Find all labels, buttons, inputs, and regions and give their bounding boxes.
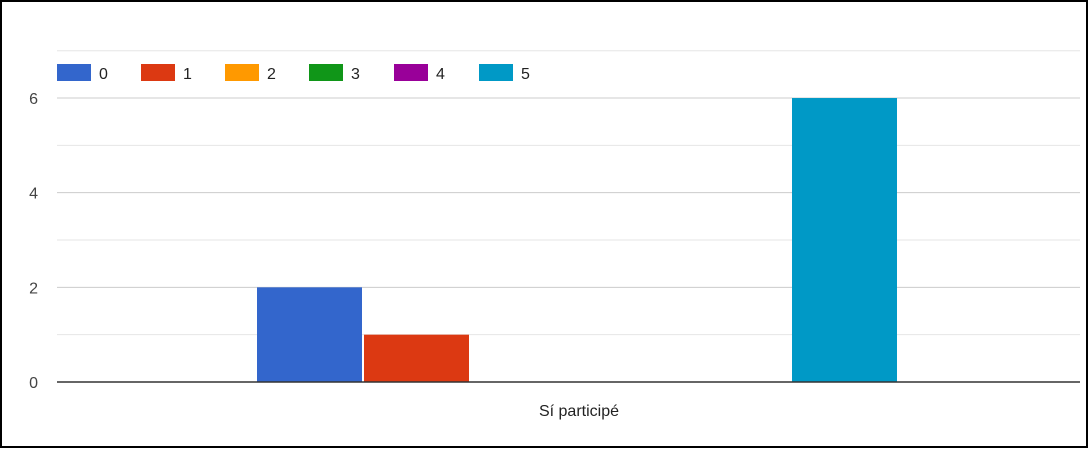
legend-item-4[interactable]: 4 [394,64,445,83]
x-category-label: Sí participé [539,403,619,420]
y-axis-ticks: 0 2 4 6 [29,91,38,392]
y-tick-label: 6 [29,91,38,108]
legend-item-3[interactable]: 3 [309,64,360,83]
y-tick-label: 2 [29,280,38,297]
gridlines [57,50,1080,336]
bar-series-0[interactable] [257,287,362,382]
legend-item-0[interactable]: 0 [57,64,108,83]
legend-label: 4 [436,66,445,83]
legend-label: 2 [267,66,276,83]
legend-item-1[interactable]: 1 [141,64,192,83]
legend-label: 1 [183,66,192,83]
legend-swatch [57,64,91,81]
bars [257,98,897,383]
legend-swatch [479,64,513,81]
legend-label: 0 [99,66,108,83]
legend-swatch [394,64,428,81]
legend-swatch [141,64,175,81]
legend-item-5[interactable]: 5 [479,64,530,83]
y-tick-label: 4 [29,186,38,203]
y-tick-label: 0 [29,375,38,392]
legend-label: 5 [521,66,530,83]
legend-swatch [309,64,343,81]
legend: 0 1 2 3 4 5 [57,64,530,83]
x-axis-labels: Sí participé [539,403,619,420]
bar-series-1[interactable] [364,334,469,382]
bar-series-5[interactable] [792,98,897,383]
legend-item-2[interactable]: 2 [225,64,276,83]
legend-label: 3 [351,66,360,83]
legend-swatch [225,64,259,81]
